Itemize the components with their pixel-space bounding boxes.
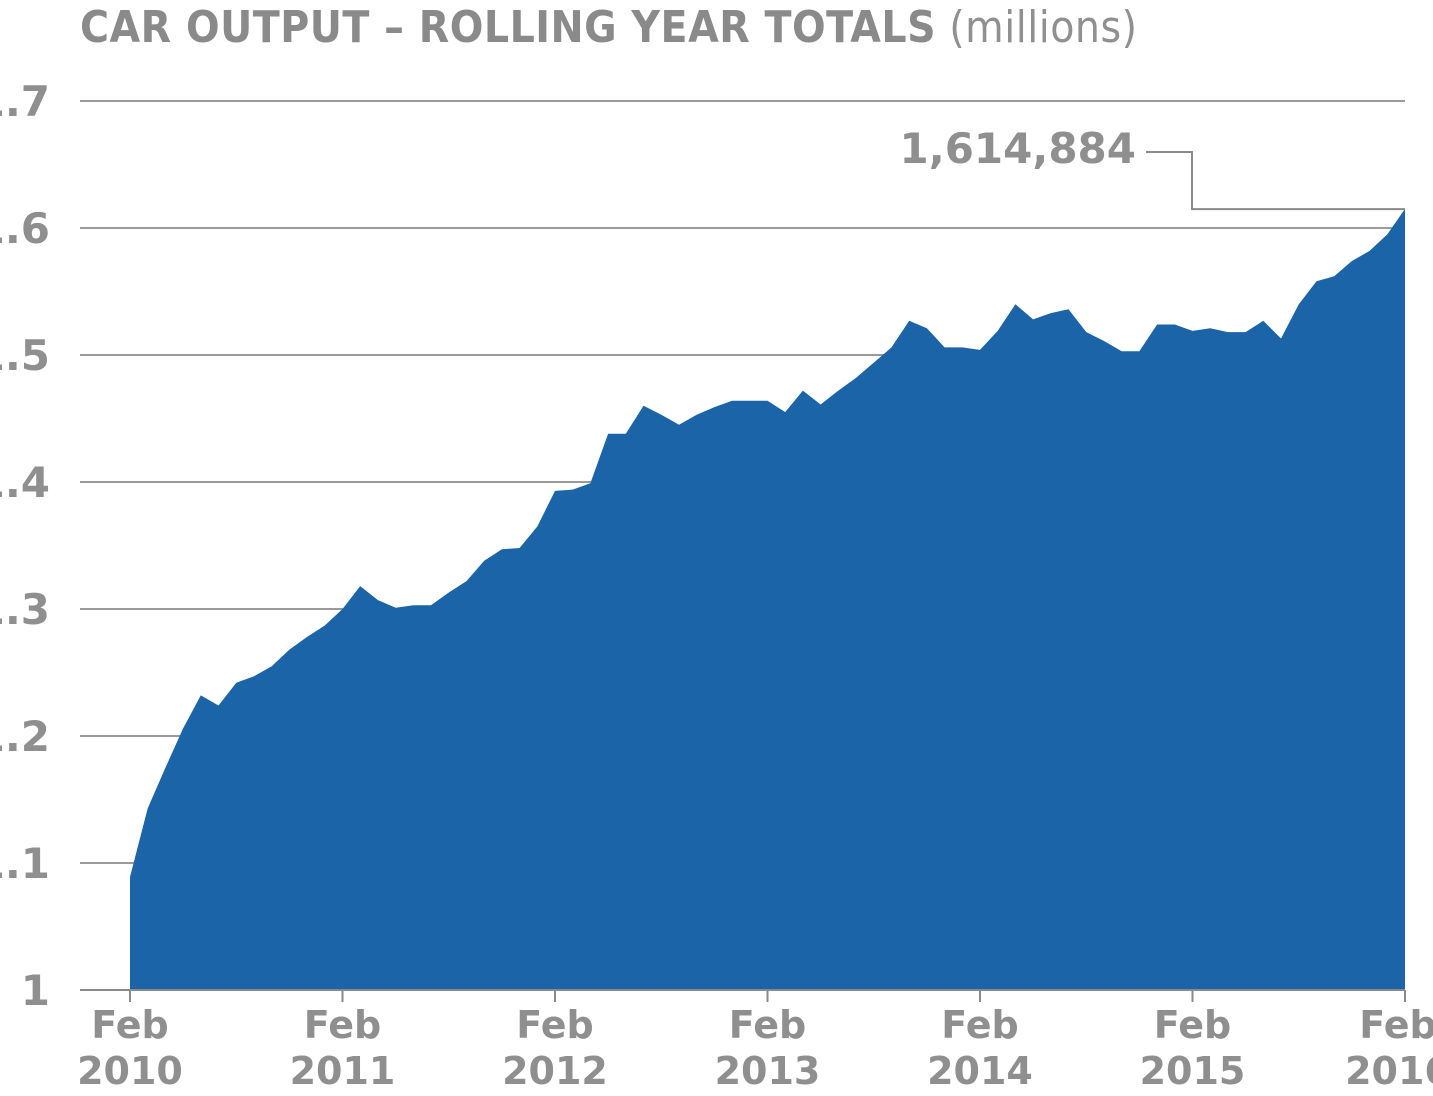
x-tick-label-month: Feb — [91, 1003, 168, 1047]
y-tick-label: 1.3 — [0, 585, 50, 634]
y-tick-label: 1.6 — [0, 204, 50, 253]
x-axis: Feb2010Feb2011Feb2012Feb2013Feb2014Feb20… — [77, 989, 1433, 1093]
x-tick-label-year: 2010 — [77, 1049, 183, 1093]
x-tick-label-month: Feb — [941, 1003, 1018, 1047]
value-annotation: 1,614,884 — [900, 124, 1405, 211]
chart-unit: (millions) — [949, 2, 1138, 53]
y-tick-label: 1.7 — [0, 77, 50, 126]
x-tick-label-year: 2012 — [502, 1049, 608, 1093]
y-tick-label: 1 — [21, 966, 50, 1015]
x-tick-label-month: Feb — [1359, 1003, 1433, 1047]
x-tick-label-year: 2015 — [1140, 1049, 1246, 1093]
car-output-area — [130, 208, 1405, 990]
x-tick-label-year: 2013 — [715, 1049, 821, 1093]
x-tick-label-month: Feb — [1154, 1003, 1231, 1047]
x-tick-label-year: 2011 — [290, 1049, 396, 1093]
chart-title: CAR OUTPUT – ROLLING YEAR TOTALS (millio… — [80, 2, 1138, 53]
x-tick-label-month: Feb — [516, 1003, 593, 1047]
y-tick-label: 1.5 — [0, 331, 50, 380]
y-tick-label: 1.4 — [0, 458, 50, 507]
x-tick-label-month: Feb — [304, 1003, 381, 1047]
x-tick-label-year: 2016 — [1345, 1049, 1433, 1093]
annotation-label: 1,614,884 — [900, 124, 1136, 173]
annotation-leader-line — [1146, 151, 1405, 211]
y-axis-labels: 1.7 1.6 1.5 1.4 1.3 1.2 1.1 1 — [0, 77, 50, 1015]
x-tick-label-month: Feb — [729, 1003, 806, 1047]
y-tick-label: 1.2 — [0, 712, 50, 761]
chart-title-text: CAR OUTPUT – ROLLING YEAR TOTALS — [80, 2, 937, 53]
y-tick-label: 1.1 — [0, 839, 50, 888]
x-tick-label-year: 2014 — [927, 1049, 1033, 1093]
